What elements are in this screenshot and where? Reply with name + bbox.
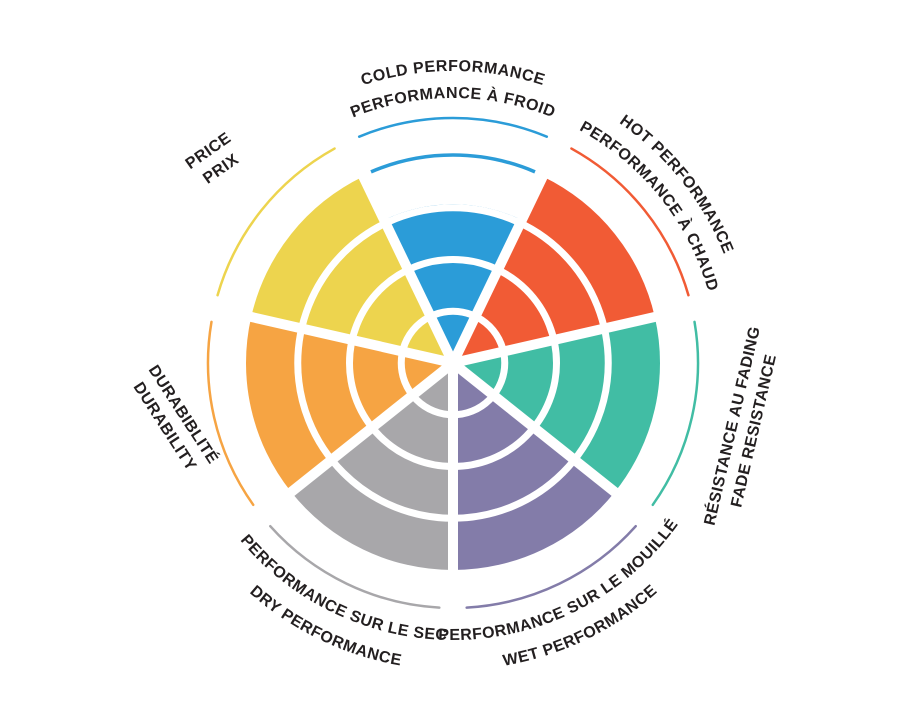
label-arc-hot-performance	[570, 147, 690, 297]
max-ring-arc-cold-performance	[370, 153, 536, 174]
center-hub	[443, 353, 463, 373]
sector-divider	[451, 311, 658, 368]
label-arc-fade-resistance	[651, 320, 700, 507]
label-arc-cold-performance	[357, 116, 549, 138]
sector-divider	[449, 359, 620, 498]
wedge-dry-performance	[291, 363, 453, 570]
sector-divider	[357, 172, 458, 366]
label-arc-price	[216, 147, 336, 297]
sector-divider	[248, 311, 455, 368]
label-cold-performance-text1: COLD PERFORMANCE	[359, 58, 546, 89]
label-arc-wet-performance	[465, 524, 637, 609]
label-cold-performance-text2: PERFORMANCE À FROID	[348, 85, 557, 121]
label-cold-performance-line1: COLD PERFORMANCE	[359, 58, 547, 89]
label-arc-durability	[206, 320, 255, 507]
sector-divider	[448, 172, 549, 366]
wedge-cold-performance	[384, 204, 522, 363]
wedge-wet-performance	[453, 363, 615, 570]
sector-divider	[286, 359, 457, 498]
label-hot-performance-text1: HOT PERFORMANCE	[617, 112, 736, 256]
label-cold-performance-line2: PERFORMANCE À FROID	[348, 85, 558, 121]
label-hot-performance-line1: HOT PERFORMANCE	[617, 112, 737, 256]
label-arc-dry-performance	[269, 524, 441, 609]
